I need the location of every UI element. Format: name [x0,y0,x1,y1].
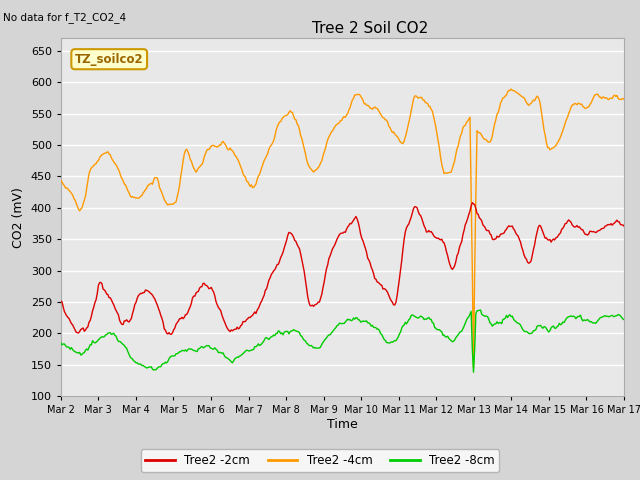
Text: TZ_soilco2: TZ_soilco2 [75,53,143,66]
Y-axis label: CO2 (mV): CO2 (mV) [12,187,25,248]
Legend: Tree2 -2cm, Tree2 -4cm, Tree2 -8cm: Tree2 -2cm, Tree2 -4cm, Tree2 -8cm [141,449,499,472]
Text: No data for f_T2_CO2_4: No data for f_T2_CO2_4 [3,12,126,23]
X-axis label: Time: Time [327,418,358,431]
Title: Tree 2 Soil CO2: Tree 2 Soil CO2 [312,21,429,36]
